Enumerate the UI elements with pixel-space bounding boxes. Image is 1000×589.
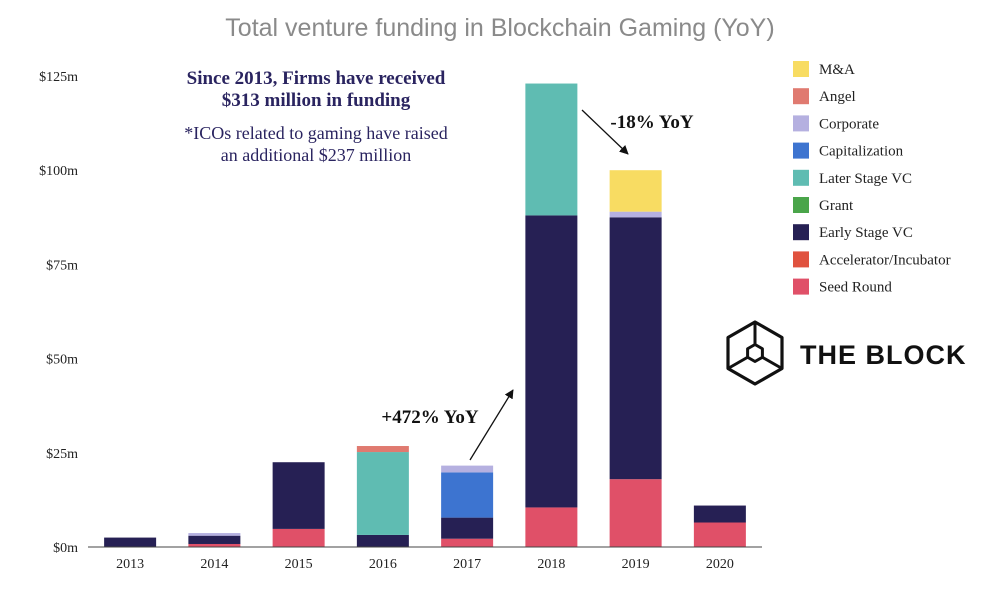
cube-icon: [726, 320, 784, 386]
y-tick-label: $125m: [39, 70, 78, 85]
bar-segment: [609, 479, 662, 547]
legend-swatch: [793, 251, 809, 268]
bar-segment: [693, 505, 746, 523]
legend-label: Early Stage VC: [819, 225, 913, 241]
legend-swatch: [793, 88, 809, 105]
legend-swatch: [793, 197, 809, 213]
bar-segment: [525, 215, 578, 508]
legend-swatch: [793, 278, 809, 295]
y-axis: $0m $25m $50m $75m $100m $125m: [39, 70, 78, 556]
bar-segment: [188, 543, 241, 547]
y-tick-label: $75m: [46, 258, 78, 273]
bar-segment: [609, 211, 662, 218]
yoy-decrease-label: -18% YoY: [610, 112, 693, 133]
x-tick-label: 2015: [285, 557, 313, 572]
x-axis: 2013 2014 2015 2016 2017 2018 2019 2020: [116, 557, 734, 572]
x-tick-label: 2020: [706, 557, 734, 572]
yoy-increase-arrow: [469, 389, 514, 461]
legend-swatch: [793, 61, 809, 77]
y-tick-label: $25m: [46, 447, 78, 462]
legend: M&A Angel Corporate Capitalization Later Sta…: [793, 61, 951, 296]
bar-segment: [356, 446, 409, 453]
x-tick-label: 2017: [453, 557, 481, 572]
ico-note-line-2: an additional $237 million: [221, 145, 411, 165]
chart-title: Total venture funding in Blockchain Gami…: [225, 14, 774, 42]
bar-segment: [356, 452, 409, 535]
x-tick-label: 2013: [116, 557, 144, 572]
y-tick-label: $50m: [46, 353, 78, 368]
legend-swatch: [793, 169, 809, 186]
bar-segment: [693, 522, 746, 547]
bar-segment: [441, 517, 494, 539]
legend-label: Later Stage VC: [819, 171, 912, 187]
legend-label: Accelerator/Incubator: [819, 252, 951, 268]
bar-segment: [525, 83, 578, 216]
yoy-decrease-arrow: [581, 109, 629, 155]
summary-line-2: $313 million in funding: [222, 90, 411, 111]
bar-segment: [441, 465, 494, 473]
bar-segment: [609, 217, 662, 480]
yoy-increase-label: +472% YoY: [381, 407, 478, 428]
summary-line-1: Since 2013, Firms have received: [187, 68, 446, 89]
y-tick-label: $100m: [39, 164, 78, 179]
bar-segment: [272, 528, 325, 547]
bar-segment: [441, 538, 494, 547]
ico-note-line-1: *ICOs related to gaming have raised: [184, 123, 447, 143]
x-tick-label: 2019: [622, 557, 650, 572]
legend-label: Grant: [819, 198, 854, 214]
legend-swatch: [793, 224, 809, 241]
bar-segment: [272, 462, 325, 529]
legend-swatch: [793, 142, 809, 159]
legend-label: Capitalization: [819, 144, 904, 160]
legend-label: Corporate: [819, 116, 879, 132]
bar-segment: [104, 537, 157, 547]
bar-segment: [188, 535, 241, 544]
bars-group: [104, 83, 746, 547]
legend-swatch: [793, 115, 809, 132]
legend-label: Seed Round: [819, 280, 892, 296]
x-tick-label: 2018: [537, 557, 565, 572]
legend-label: Angel: [819, 89, 856, 105]
bar-segment: [441, 472, 494, 518]
legend-label: M&A: [819, 62, 855, 78]
x-tick-label: 2014: [200, 557, 228, 572]
brand-name: THE BLOCK: [800, 340, 967, 370]
bar-segment: [356, 534, 409, 547]
bar-segment: [525, 507, 578, 547]
y-tick-label: $0m: [53, 541, 78, 556]
bar-segment: [188, 533, 241, 536]
x-tick-label: 2016: [369, 557, 397, 572]
bar-segment: [609, 170, 662, 212]
